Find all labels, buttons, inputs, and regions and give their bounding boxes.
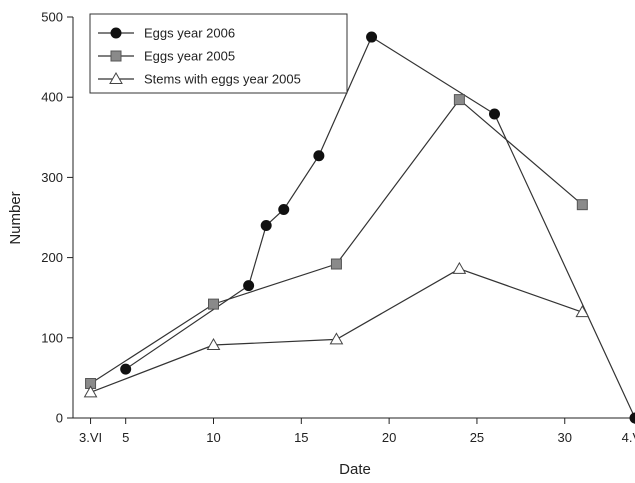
- legend-box: [89, 13, 348, 94]
- x-tick-label: 30: [558, 430, 572, 445]
- x-tick-label: 20: [382, 430, 396, 445]
- data-point: [453, 94, 465, 106]
- data-point: [629, 412, 635, 424]
- legend-label: Eggs year 2005: [144, 49, 235, 64]
- series-3: [83, 261, 590, 398]
- plot-area: [72, 17, 635, 419]
- series-line: [125, 36, 635, 419]
- x-tick-label: 10: [206, 430, 220, 445]
- data-point: [576, 199, 588, 211]
- data-point: [489, 108, 500, 120]
- y-axis-title: Number: [7, 191, 24, 244]
- data-point: [329, 332, 344, 345]
- data-point: [260, 220, 272, 232]
- legend: Eggs year 2006 Eggs year 2005 Stems with e…: [89, 13, 348, 94]
- y-tick-label: 500: [41, 10, 63, 25]
- x-tick-label: 3.VI: [79, 430, 102, 445]
- x-axis: 3.VI 5 10 15 20 25 30 4.VII: [79, 418, 635, 445]
- data-point: [83, 385, 98, 398]
- legend-label: Stems with eggs year 2005: [144, 72, 301, 87]
- y-tick-label: 300: [41, 170, 63, 185]
- x-tick-label: 4.VII: [622, 430, 635, 445]
- y-axis: 0 100 200 300 400 500: [41, 10, 73, 426]
- x-axis-title: Date: [339, 461, 371, 478]
- data-point: [313, 150, 325, 162]
- y-tick-label: 200: [41, 250, 63, 265]
- data-point: [366, 31, 378, 43]
- legend-label: Eggs year 2006: [144, 26, 235, 41]
- legend-item: Eggs year 2005: [98, 49, 235, 64]
- data-point: [278, 203, 290, 215]
- legend-marker: [110, 50, 122, 62]
- legend-item: Eggs year 2006: [98, 26, 235, 41]
- series-2: [85, 94, 588, 390]
- x-tick-label: 5: [122, 430, 129, 445]
- y-tick-label: 400: [41, 90, 63, 105]
- y-tick-label: 0: [56, 411, 63, 426]
- series-layer: [83, 31, 635, 424]
- x-tick-label: 25: [470, 430, 484, 445]
- legend-item: Stems with eggs year 2005: [98, 72, 301, 87]
- data-point: [208, 298, 219, 310]
- data-point: [206, 338, 221, 351]
- data-point: [452, 261, 467, 274]
- series-1: [120, 31, 635, 424]
- data-point: [575, 305, 590, 318]
- x-tick-label: 15: [294, 430, 308, 445]
- data-point: [330, 258, 342, 270]
- data-point: [120, 363, 132, 375]
- y-tick-label: 100: [41, 330, 63, 345]
- legend-marker: [109, 71, 123, 84]
- data-point: [243, 280, 255, 292]
- series-line: [90, 268, 583, 393]
- legend-marker: [110, 27, 122, 39]
